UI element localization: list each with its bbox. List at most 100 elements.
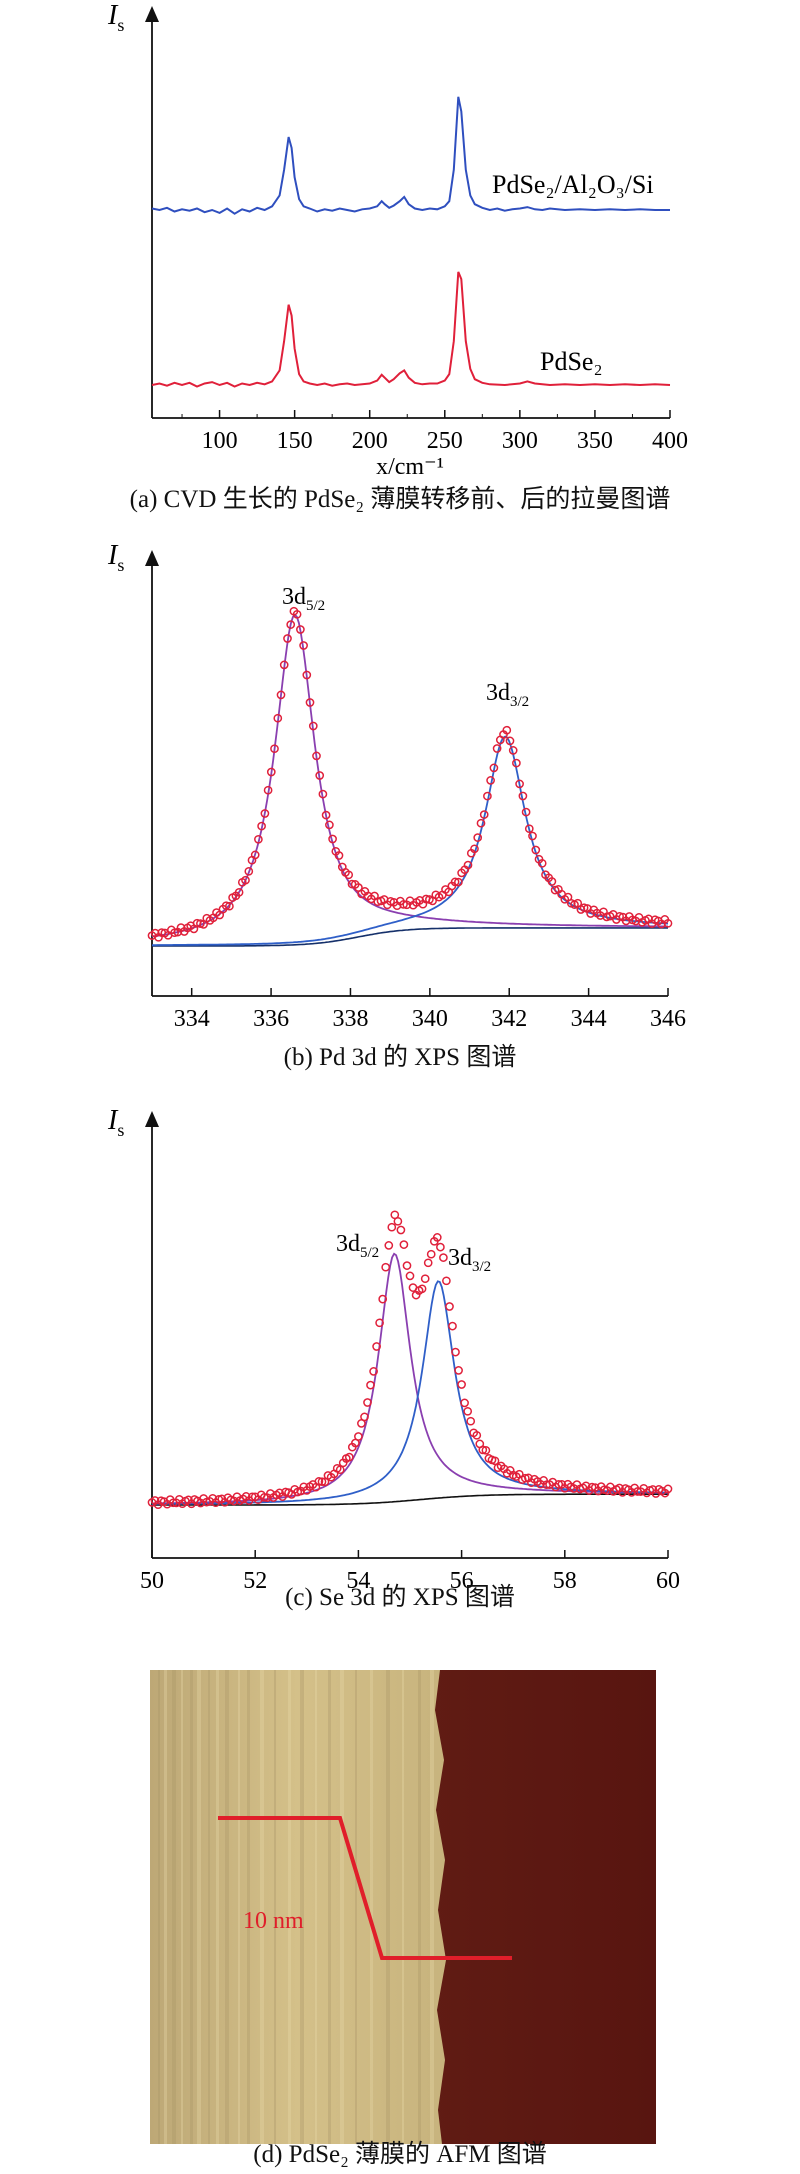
afm-streak: [225, 1670, 229, 2144]
afm-streak: [418, 1670, 421, 2144]
series-label-pdse2: PdSe₂: [540, 347, 603, 376]
afm-streak: [238, 1670, 240, 2144]
data-point: [286, 620, 296, 629]
afm-streak: [288, 1670, 291, 2144]
data-point: [489, 763, 499, 773]
afm-streak: [190, 1670, 193, 2144]
data-point: [451, 1347, 460, 1357]
data-point: [225, 901, 234, 911]
data-point: [486, 776, 495, 785]
fit-line-3-2: [152, 1280, 668, 1505]
x-tick-label: 200: [352, 428, 388, 454]
data-point: [663, 918, 673, 928]
data-point: [276, 690, 286, 700]
data-point: [476, 818, 486, 828]
caption-b: (b) Pd 3d 的 XPS 图谱: [283, 1044, 517, 1071]
afm-streak: [340, 1670, 344, 2144]
data-point: [466, 1416, 476, 1426]
data-point: [393, 1216, 403, 1226]
y-axis-arrow: [145, 1111, 159, 1127]
data-point: [260, 809, 270, 818]
fit-line-5-2: [152, 1252, 668, 1505]
data-point: [263, 785, 273, 795]
data-point: [478, 1445, 488, 1455]
data-point: [347, 879, 357, 889]
x-tick-label: 350: [577, 428, 613, 454]
data-point: [505, 736, 515, 746]
afm-streak: [300, 1670, 304, 2144]
data-point: [515, 779, 524, 789]
peak-label-3-2: 3d3/2: [448, 1245, 491, 1275]
data-point: [508, 746, 518, 755]
data-point: [481, 1445, 491, 1455]
x-tick-label: 50: [140, 1568, 164, 1590]
fit-line-5-2: [151, 613, 668, 938]
data-point: [520, 1473, 530, 1483]
data-point: [244, 866, 254, 876]
data-point: [524, 824, 534, 834]
data-point: [321, 810, 331, 820]
x-tick-label: 340: [412, 1006, 448, 1032]
background-line: [152, 927, 668, 947]
data-point: [436, 1242, 445, 1252]
y-axis-label: Is: [107, 540, 124, 575]
x-tick-label: 334: [174, 1006, 210, 1032]
data-point: [360, 1412, 369, 1422]
data-point: [432, 1233, 442, 1242]
peak-label-5-2: 3d5/2: [336, 1231, 379, 1261]
background-line: [152, 1493, 668, 1506]
afm-streak: [158, 1670, 160, 2144]
x-tick-label: 100: [202, 428, 238, 454]
height-profile-line: [218, 1816, 512, 1960]
data-point: [454, 877, 463, 887]
data-point: [234, 887, 244, 897]
data-point: [273, 713, 283, 723]
data-point: [317, 1477, 327, 1487]
data-point: [363, 1398, 372, 1407]
data-point: [547, 877, 557, 886]
x-tick-label: 342: [491, 1006, 527, 1032]
data-point: [502, 725, 512, 735]
afm-streak: [355, 1670, 357, 2144]
data-point: [457, 1380, 466, 1389]
y-axis-arrow: [145, 6, 159, 22]
data-point: [450, 877, 460, 887]
y-axis-arrow: [145, 550, 159, 566]
afm-streak: [216, 1670, 219, 2144]
afm-streak: [260, 1670, 264, 2144]
data-point: [369, 1367, 378, 1376]
x-tick-label: 338: [332, 1006, 368, 1032]
afm-streak: [247, 1670, 250, 2144]
data-point: [518, 791, 528, 801]
afm-film: [150, 1670, 446, 2144]
panel-a: Is 100 150 200 250 300 350 400 x/cm⁻¹ PdSe₂/Al₂O₃…: [0, 0, 800, 480]
data-point: [279, 660, 289, 670]
data-point: [296, 625, 305, 634]
data-point: [420, 1274, 430, 1284]
data-point: [483, 791, 492, 801]
afm-streak: [164, 1670, 167, 2144]
data-point: [399, 1240, 409, 1249]
data-point: [378, 1294, 388, 1304]
data-point: [372, 1342, 381, 1351]
data-point: [328, 834, 337, 844]
x-tick-label: 58: [553, 1568, 577, 1590]
data-point: [492, 744, 502, 753]
peak-label-5-2: 3d5/2: [282, 584, 325, 614]
caption-a: (a) CVD 生长的 PdSe₂ 薄膜转移前、后的拉曼图谱: [129, 486, 671, 513]
x-tick-label: 400: [652, 428, 688, 454]
data-point: [270, 744, 279, 754]
data-point: [302, 670, 312, 680]
x-tick-label: 56: [450, 1568, 474, 1590]
data-point: [299, 641, 308, 650]
afm-streak: [274, 1670, 276, 2144]
x-tick-label: 346: [650, 1006, 686, 1032]
data-point: [554, 1480, 564, 1489]
x-tick-label: 336: [253, 1006, 289, 1032]
data-point: [387, 1222, 397, 1232]
data-point: [537, 858, 547, 868]
